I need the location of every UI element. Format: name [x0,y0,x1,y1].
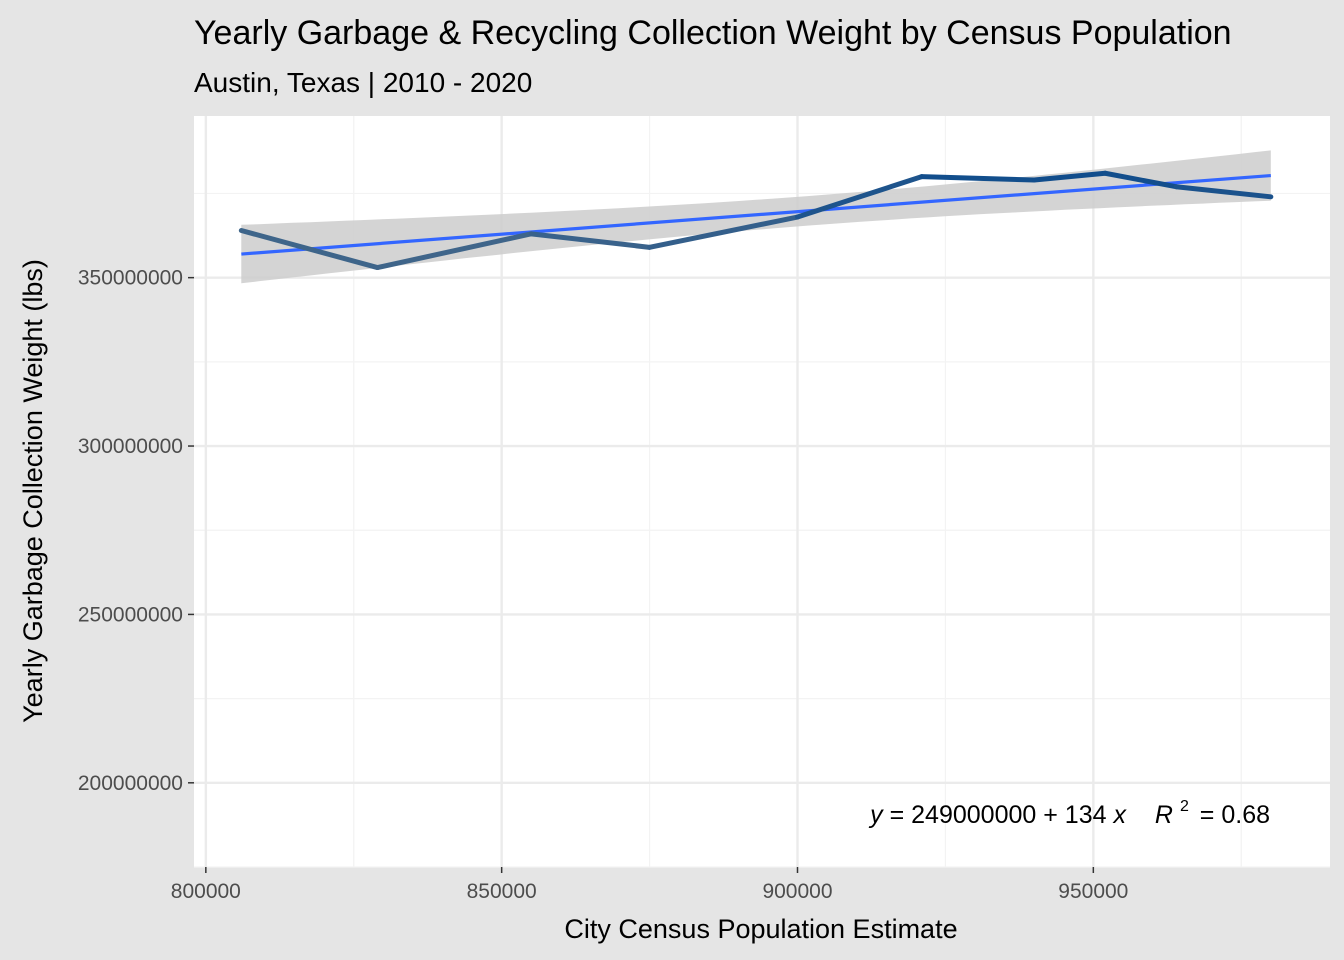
series-segment [1102,170,1179,190]
x-axis-ticks: 800000 850000 900000 950000 [171,867,1128,903]
series-segment [528,231,653,250]
data-series [238,170,1274,271]
x-tick-label: 850000 [467,880,537,903]
trend-line-path [241,173,1271,256]
y-axis-ticks: 200000000 250000000 300000000 350000000 [78,267,194,795]
series-segment [1031,170,1108,183]
chart-title: Yearly Garbage & Recycling Collection We… [194,14,1232,52]
eq-r-sup: 2 [1180,798,1189,815]
series-segment [374,231,534,271]
x-axis-title: City Census Population Estimate [564,914,957,944]
series-segment [795,174,925,220]
series-segment [1173,184,1274,200]
series-segment [919,174,1037,183]
y-tick-label: 300000000 [78,435,183,458]
eq-slope: 134 [1065,801,1107,829]
eq-x-var: x [1112,801,1127,829]
x-tick-label: 950000 [1058,880,1128,903]
x-tick-label: 800000 [171,880,241,903]
eq-y-var: y [868,801,884,829]
regression-equation: y = 249000000 + 134 x R 2 = 0.68 [868,789,1270,829]
eq-r-value: = 0.68 [1200,801,1270,829]
eq-plus: + [1043,801,1058,829]
y-axis-title: Yearly Garbage Collection Weight (lbs) [18,259,48,723]
y-tick-label: 250000000 [78,603,183,626]
chart-subtitle: Austin, Texas | 2010 - 2020 [194,67,532,98]
x-tick-label: 900000 [762,880,832,903]
confidence-band [241,150,1271,284]
series-segment [238,228,380,271]
eq-intercept: 249000000 [911,801,1036,829]
eq-r-var: R [1155,801,1173,829]
confidence-band-area [241,150,1271,284]
grid-lines [194,116,1330,868]
series-segment [647,214,800,250]
y-tick-label: 200000000 [78,772,183,795]
y-tick-label: 350000000 [78,267,183,290]
eq-equals: = [890,801,905,829]
trend-line [241,173,1271,256]
